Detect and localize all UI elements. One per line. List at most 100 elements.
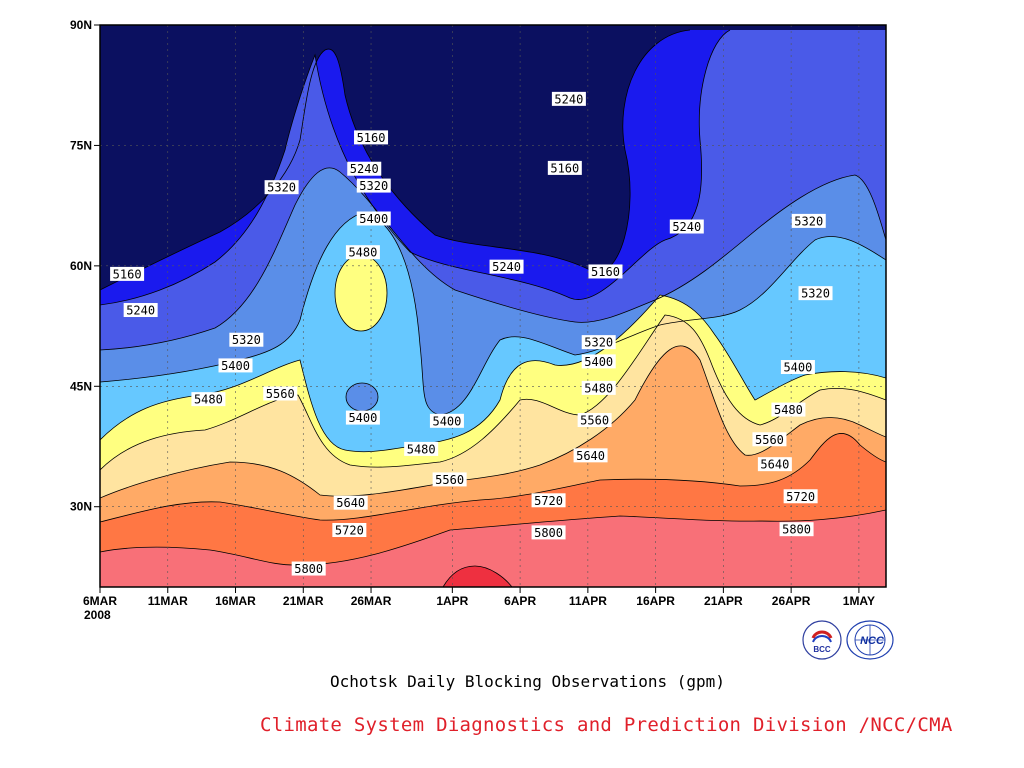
contour-label-bg	[218, 358, 253, 373]
contour-label-text: 5240	[492, 260, 521, 274]
contour-label-bg	[229, 332, 264, 347]
contour-label-bg	[547, 160, 582, 175]
contour-label-text: 5320	[359, 179, 388, 193]
contour-label: 5240	[123, 303, 158, 318]
contour-label-bg	[798, 286, 833, 301]
contour-label-text: 5720	[786, 490, 815, 504]
contour-label-text: 5160	[357, 131, 386, 145]
contour-label-bg	[264, 180, 299, 195]
x-tick-label: 16APR	[636, 594, 675, 608]
contour-label: 5560	[263, 386, 298, 401]
contour-label-bg	[354, 130, 389, 145]
contour-label: 5480	[345, 245, 380, 260]
contour-label-text: 5560	[755, 433, 784, 447]
contour-label-text: 5240	[126, 304, 155, 318]
contour-label: 5480	[404, 441, 439, 456]
grid-lines	[100, 25, 886, 587]
contour-label: 5800	[531, 525, 566, 540]
x-tick-label: 6APR	[504, 594, 536, 608]
contour-label-text: 5400	[348, 411, 377, 425]
contour-label: 5720	[332, 522, 367, 537]
contour-label-text: 5320	[232, 333, 261, 347]
contour-label-bg	[791, 213, 826, 228]
contour-label-bg	[531, 493, 566, 508]
contour-label-bg	[332, 522, 367, 537]
contour-label: 5480	[581, 380, 616, 395]
contour-label-text: 5720	[335, 523, 364, 537]
contour-label-bg	[771, 402, 806, 417]
contour-label: 5800	[291, 561, 326, 576]
contour-label-text: 5240	[350, 162, 379, 176]
contour-label-text: 5400	[359, 212, 388, 226]
contour-label: 5240	[347, 161, 382, 176]
contour-label: 5640	[333, 495, 368, 510]
contour-label-bg	[404, 441, 439, 456]
contour-label-bg	[123, 303, 158, 318]
contour-label-bg	[577, 413, 612, 428]
contour-label: 5480	[191, 392, 226, 407]
contour-label-bg	[291, 561, 326, 576]
contour-label: 5240	[551, 91, 586, 106]
contour-label-bg	[588, 264, 623, 279]
x-tick-label: 26MAR	[351, 594, 392, 608]
contour-label-text: 5480	[407, 442, 436, 456]
contour-label-text: 5560	[266, 387, 295, 401]
ncc-logo: NCC	[846, 620, 894, 660]
contour-label: 5160	[588, 264, 623, 279]
contour-label: 5560	[577, 413, 612, 428]
credit-line: Climate System Diagnostics and Predictio…	[260, 714, 953, 736]
contour-label-text: 5640	[336, 496, 365, 510]
fill-5480-5560-high	[335, 255, 387, 331]
contour-label-text: 5800	[534, 526, 563, 540]
contour-label: 5480	[771, 402, 806, 417]
y-tick-label: 75N	[70, 138, 92, 152]
contour-label: 5400	[345, 410, 380, 425]
contour-label: 5240	[669, 219, 704, 234]
contour-label-bg	[356, 178, 391, 193]
chart-caption: Ochotsk Daily Blocking Observations (gpm…	[330, 672, 725, 691]
contour-label-text: 5560	[435, 473, 464, 487]
contour-label: 5640	[757, 457, 792, 472]
contour-label: 5400	[429, 413, 464, 428]
contour-label: 5320	[264, 180, 299, 195]
contour-label-bg	[551, 91, 586, 106]
contour-label-bg	[345, 245, 380, 260]
contour-lines	[100, 29, 886, 587]
contour-label-bg	[432, 472, 467, 487]
contour-label: 5800	[779, 522, 814, 537]
contour-label: 5560	[432, 472, 467, 487]
contour-labels: 5160 5240 5320 5400 5480 5560 5320 5160 5240 5320…	[110, 91, 833, 576]
contour-label-bg	[573, 448, 608, 463]
contour-label: 5240	[489, 259, 524, 274]
x-tick-label: 6MAR	[83, 594, 117, 608]
y-tick-label: 30N	[70, 500, 92, 514]
contour-label-text: 5640	[576, 449, 605, 463]
contour-label-bg	[752, 432, 787, 447]
contour-label-bg	[333, 495, 368, 510]
contour-label-bg	[345, 410, 380, 425]
contour-label: 5400	[581, 354, 616, 369]
contour-label-bg	[356, 211, 391, 226]
contour-label-bg	[263, 386, 298, 401]
x-tick-label: 26APR	[772, 594, 811, 608]
contour-label-text: 5400	[432, 414, 461, 428]
contour-label-text: 5160	[550, 161, 579, 175]
contour-label-text: 5240	[672, 220, 701, 234]
x-tick-label: 11APR	[569, 594, 607, 608]
fill-above-5880	[443, 566, 512, 587]
y-tick-label: 60N	[70, 259, 92, 273]
x-tick-label: 21MAR	[283, 594, 324, 608]
x-axis: 6MAR 11MAR 16MAR 21MAR 26MAR 1APR 6APR 11APR 16A…	[83, 587, 875, 608]
contour-label: 5560	[752, 432, 787, 447]
contour-label: 5320	[356, 178, 391, 193]
contour-label: 5720	[531, 493, 566, 508]
contour-label-bg	[110, 266, 145, 281]
contour-label-text: 5480	[774, 403, 803, 417]
contour-label: 5400	[356, 211, 391, 226]
y-axis: 90N 75N 60N 45N 30N	[70, 18, 100, 514]
contour-label-bg	[581, 354, 616, 369]
contour-label-text: 5480	[194, 393, 223, 407]
contour-label-bg	[779, 522, 814, 537]
contour-label-text: 5800	[782, 523, 811, 537]
contour-label: 5640	[573, 448, 608, 463]
